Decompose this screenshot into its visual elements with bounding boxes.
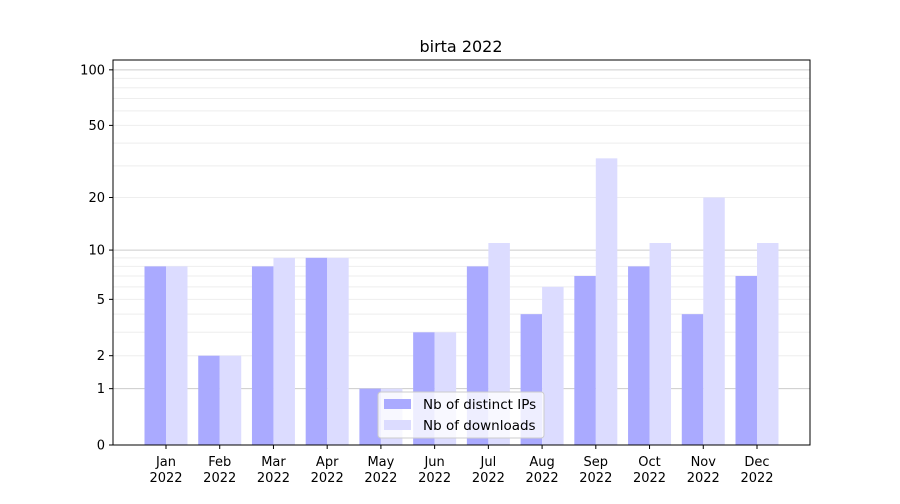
chart-title: birta 2022 [419, 37, 502, 56]
x-tick-label: 2022 [364, 471, 397, 486]
x-tick-label: 2022 [311, 471, 344, 486]
y-tick-label: 100 [80, 63, 105, 78]
bar-distinct-ips [628, 266, 650, 445]
y-tick-label: 5 [97, 293, 105, 308]
bar-downloads [542, 286, 564, 445]
y-tick-label: 10 [88, 244, 105, 259]
bar-distinct-ips [198, 355, 220, 445]
x-tick-label: 2022 [633, 471, 666, 486]
bar-distinct-ips [574, 275, 596, 445]
x-tick-label: 2022 [687, 471, 720, 486]
x-tick-label: Jun [423, 455, 444, 470]
bar-downloads [327, 257, 349, 445]
x-tick-label: Jul [480, 455, 497, 470]
x-tick-label: Feb [208, 455, 231, 470]
bar-downloads [273, 257, 295, 445]
bar-distinct-ips [251, 266, 274, 445]
bar-distinct-ips [735, 275, 757, 445]
legend-swatch-downloads [384, 420, 411, 430]
x-tick-label: Jan [155, 455, 176, 470]
bar-downloads [219, 355, 242, 445]
x-tick-label: 2022 [257, 471, 290, 486]
bar-downloads [703, 197, 725, 445]
x-tick-label: 2022 [740, 471, 773, 486]
x-tick-label: Apr [316, 455, 339, 470]
y-tick-label: 50 [88, 119, 105, 134]
x-tick-label: 2022 [203, 471, 236, 486]
legend-label-downloads: Nb of downloads [423, 418, 536, 434]
x-tick-label: Mar [261, 455, 286, 470]
x-tick-label: 2022 [526, 471, 559, 486]
x-tick-label: 2022 [149, 471, 182, 486]
x-tick-label: Dec [744, 455, 769, 470]
plot-frame [112, 59, 811, 446]
y-tick-label: 20 [88, 191, 105, 206]
x-tick-label: Aug [529, 455, 554, 470]
bar-downloads [166, 266, 188, 445]
bar-downloads [649, 243, 672, 445]
legend-swatch-ips [384, 399, 411, 409]
y-tick-label: 2 [97, 349, 105, 364]
y-tick-label: 1 [97, 382, 105, 397]
x-tick-label: Oct [638, 455, 660, 470]
legend-label-ips: Nb of distinct IPs [423, 397, 536, 413]
bar-downloads [595, 158, 618, 445]
bar-distinct-ips [305, 257, 328, 445]
bar-downloads [757, 243, 779, 445]
bar-distinct-ips [144, 266, 166, 445]
x-tick-label: Nov [691, 455, 717, 470]
legend: Nb of distinct IPs Nb of downloads [377, 391, 545, 439]
y-tick-label: 0 [97, 439, 105, 454]
x-tick-label: 2022 [472, 471, 505, 486]
x-tick-label: May [367, 455, 394, 470]
bar-distinct-ips [359, 388, 381, 445]
x-tick-label: 2022 [579, 471, 612, 486]
x-tick-label: Sep [584, 455, 609, 470]
bar-distinct-ips [681, 314, 704, 445]
x-tick-label: 2022 [418, 471, 451, 486]
